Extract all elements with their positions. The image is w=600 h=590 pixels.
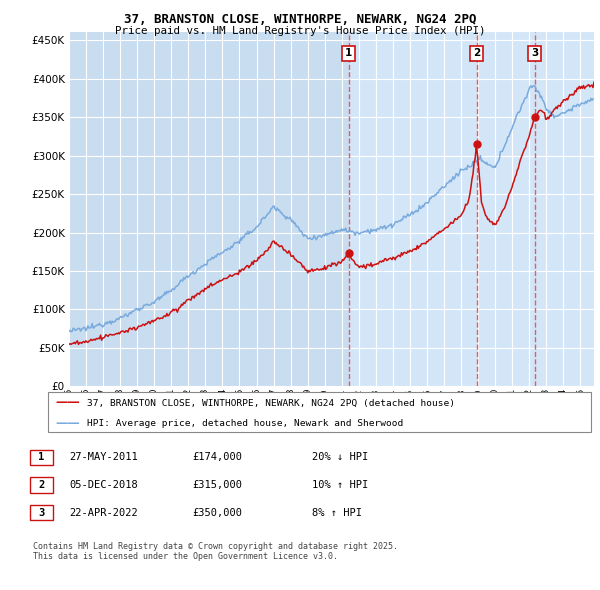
Text: 10% ↑ HPI: 10% ↑ HPI [312,480,368,490]
Text: 37, BRANSTON CLOSE, WINTHORPE, NEWARK, NG24 2PQ (detached house): 37, BRANSTON CLOSE, WINTHORPE, NEWARK, N… [87,398,455,408]
Text: 1: 1 [345,48,352,58]
Text: Price paid vs. HM Land Registry's House Price Index (HPI): Price paid vs. HM Land Registry's House … [115,26,485,36]
Text: 3: 3 [38,508,44,517]
Text: 2: 2 [473,48,481,58]
Text: £174,000: £174,000 [192,453,242,462]
Text: ——: —— [55,417,80,430]
Text: Contains HM Land Registry data © Crown copyright and database right 2025.
This d: Contains HM Land Registry data © Crown c… [33,542,398,561]
Text: £315,000: £315,000 [192,480,242,490]
Text: 20% ↓ HPI: 20% ↓ HPI [312,453,368,462]
Text: £350,000: £350,000 [192,508,242,517]
Text: 2: 2 [38,480,44,490]
Text: 1: 1 [38,453,44,462]
Text: 05-DEC-2018: 05-DEC-2018 [69,480,138,490]
Text: 37, BRANSTON CLOSE, WINTHORPE, NEWARK, NG24 2PQ: 37, BRANSTON CLOSE, WINTHORPE, NEWARK, N… [124,13,476,26]
Text: 22-APR-2022: 22-APR-2022 [69,508,138,517]
Text: HPI: Average price, detached house, Newark and Sherwood: HPI: Average price, detached house, Newa… [87,418,403,428]
Text: 8% ↑ HPI: 8% ↑ HPI [312,508,362,517]
Bar [349,32,594,386]
Text: 27-MAY-2011: 27-MAY-2011 [69,453,138,462]
Text: 3: 3 [531,48,538,58]
Text: ——: —— [55,396,80,409]
